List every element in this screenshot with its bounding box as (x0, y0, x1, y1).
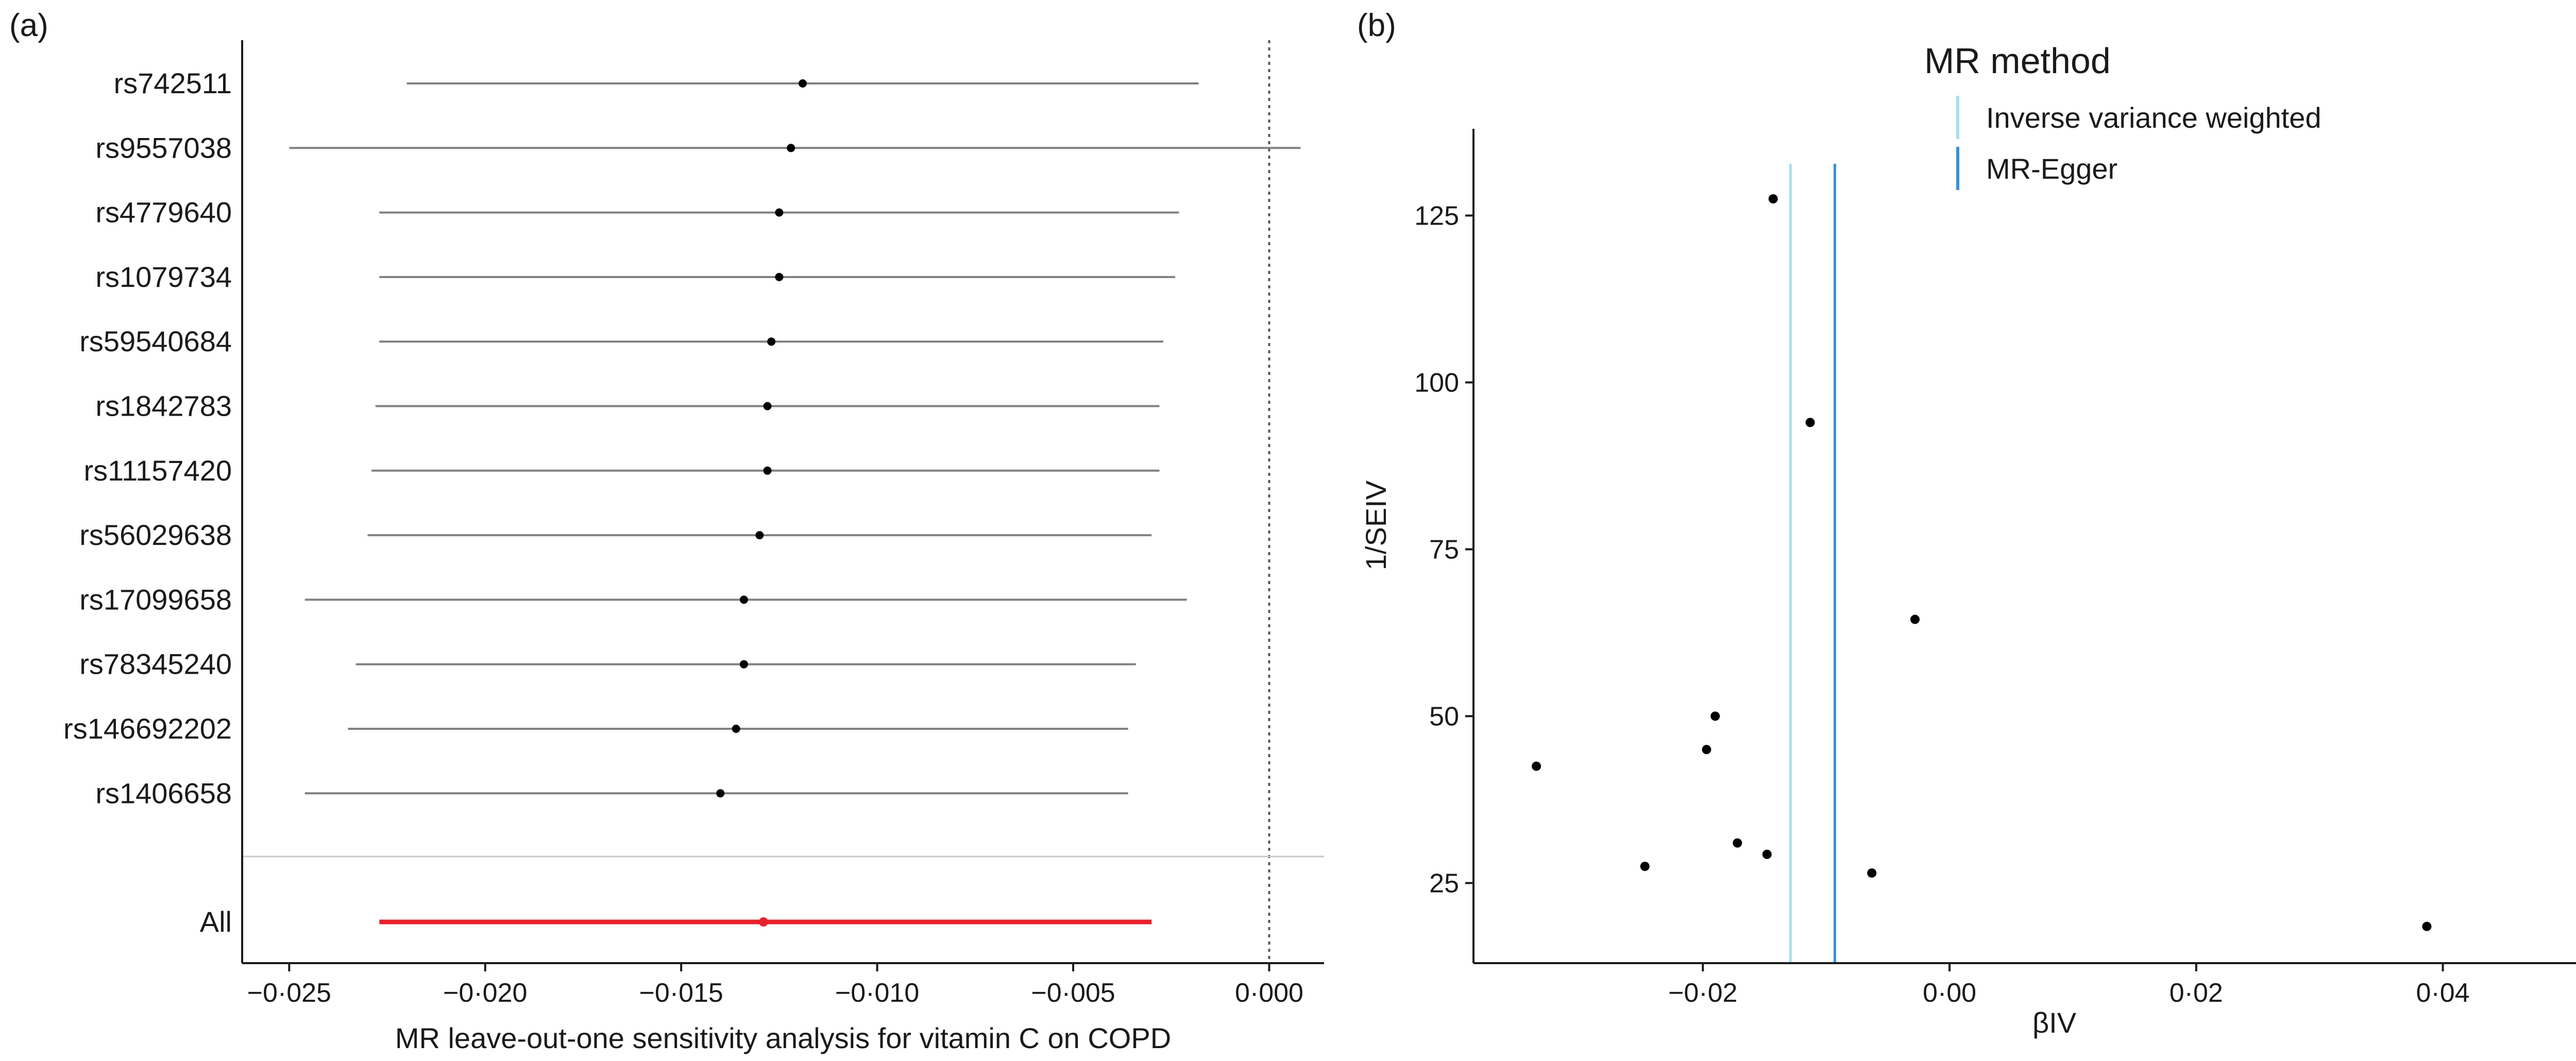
estimate-point (716, 789, 725, 798)
snp-row: rs56029638 (79, 519, 1152, 551)
legend-label: MR-Egger (1986, 152, 2117, 185)
snp-label: rs9557038 (95, 131, 232, 164)
panel-a-label: (a) (9, 8, 48, 43)
snp-label: rs1079734 (95, 261, 232, 293)
snp-label: rs56029638 (79, 519, 232, 551)
forest-plot-panel: (a) rs742511rs9557038rs4779640rs1079734r… (9, 8, 1324, 1054)
snp-label: rs742511 (114, 67, 232, 99)
snp-row: rs1406658 (95, 777, 1128, 809)
snp-point (1733, 838, 1742, 848)
estimate-point (799, 79, 807, 88)
overall-label: All (200, 905, 232, 938)
snp-row: rs17099658 (79, 583, 1187, 615)
estimate-point (732, 725, 740, 733)
estimate-point (787, 144, 795, 152)
estimate-point (775, 272, 784, 281)
snp-row: rs1842783 (95, 390, 1160, 422)
estimate-point (763, 466, 772, 475)
snp-label: rs17099658 (79, 583, 232, 615)
x-tick-label: −0·010 (835, 978, 919, 1008)
y-tick-label: 25 (1429, 868, 1459, 898)
snp-point (1805, 418, 1815, 427)
y-tick-label: 100 (1414, 368, 1459, 398)
funnel-plot-panel: (b) −0·02 0·00 0·02 0·04 25 50 75 100 125 βIV 1… (1357, 8, 2576, 1039)
estimate-point (739, 660, 748, 669)
snp-label: rs4779640 (95, 196, 232, 229)
snp-row: rs742511 (114, 67, 1199, 99)
panel-b-label: (b) (1357, 8, 1396, 43)
x-tick-label: −0·020 (443, 978, 527, 1008)
legend: MR method Inverse variance weighted MR-Eg… (1924, 41, 2321, 190)
snp-row: rs78345240 (79, 648, 1136, 680)
snp-point (1762, 849, 1772, 859)
snp-label: rs1842783 (95, 390, 232, 422)
snp-row: rs1079734 (95, 261, 1175, 293)
snp-row: rs4779640 (95, 196, 1179, 229)
estimate-point (775, 208, 784, 217)
snp-row: rs59540684 (79, 325, 1164, 357)
estimate-point (739, 595, 748, 604)
snp-rows: rs742511 rs9557038 rs4779640 rs1079734 rs595… (63, 67, 1301, 809)
y-tick-label: 50 (1429, 701, 1459, 731)
snp-label: rs146692202 (63, 712, 232, 745)
snp-row: rs11157420 (84, 454, 1160, 487)
legend-title: MR method (1924, 41, 2111, 81)
x-tick-label: 0·00 (1923, 978, 1976, 1008)
x-axis-title: MR leave-out-one sensitivity analysis fo… (395, 1022, 1171, 1054)
snp-point (1702, 745, 1711, 755)
snp-point (1710, 711, 1720, 721)
y-axis-title: 1/SEIV (1360, 480, 1392, 570)
legend-items: Inverse variance weighted MR-Egger (1956, 96, 2321, 190)
snp-points (1532, 194, 2432, 931)
estimate-point (755, 531, 764, 540)
overall-estimate-point (758, 917, 768, 927)
snp-row: rs9557038 (95, 131, 1301, 164)
method-estimate-lines (1789, 164, 1836, 963)
y-axis-ticks: 25 50 75 100 125 (1414, 201, 1473, 898)
overall-estimate-row: All (200, 905, 1152, 938)
snp-point (1867, 868, 1877, 878)
snp-label: rs11157420 (84, 454, 232, 487)
x-tick-label: −0·015 (639, 978, 723, 1008)
estimate-point (763, 402, 772, 410)
snp-point (1640, 862, 1650, 871)
x-tick-label: 0·02 (2170, 978, 2223, 1008)
x-axis-ticks: −0·02 0·00 0·02 0·04 (1668, 963, 2470, 1008)
y-tick-label: 125 (1414, 201, 1459, 231)
snp-label: rs1406658 (95, 777, 232, 809)
x-tick-label: 0·000 (1235, 978, 1303, 1008)
x-axis-title: βIV (2032, 1006, 2077, 1039)
snp-point (1532, 761, 1541, 771)
snp-point (2422, 921, 2432, 931)
snp-row: rs146692202 (63, 712, 1128, 745)
snp-label: rs78345240 (79, 648, 232, 680)
snp-point (1910, 614, 1920, 624)
snp-point (1768, 194, 1778, 204)
y-tick-label: 75 (1429, 535, 1459, 564)
x-axis-ticks: −0·025 −0·020 −0·015 −0·010 −0·005 0·000 (247, 963, 1303, 1008)
x-tick-label: 0·04 (2416, 978, 2470, 1008)
estimate-point (767, 337, 776, 346)
snp-label: rs59540684 (79, 325, 232, 357)
x-tick-label: −0·025 (247, 978, 331, 1008)
legend-label: Inverse variance weighted (1986, 101, 2321, 134)
x-tick-label: −0·02 (1668, 978, 1737, 1008)
x-tick-label: −0·005 (1031, 978, 1115, 1008)
